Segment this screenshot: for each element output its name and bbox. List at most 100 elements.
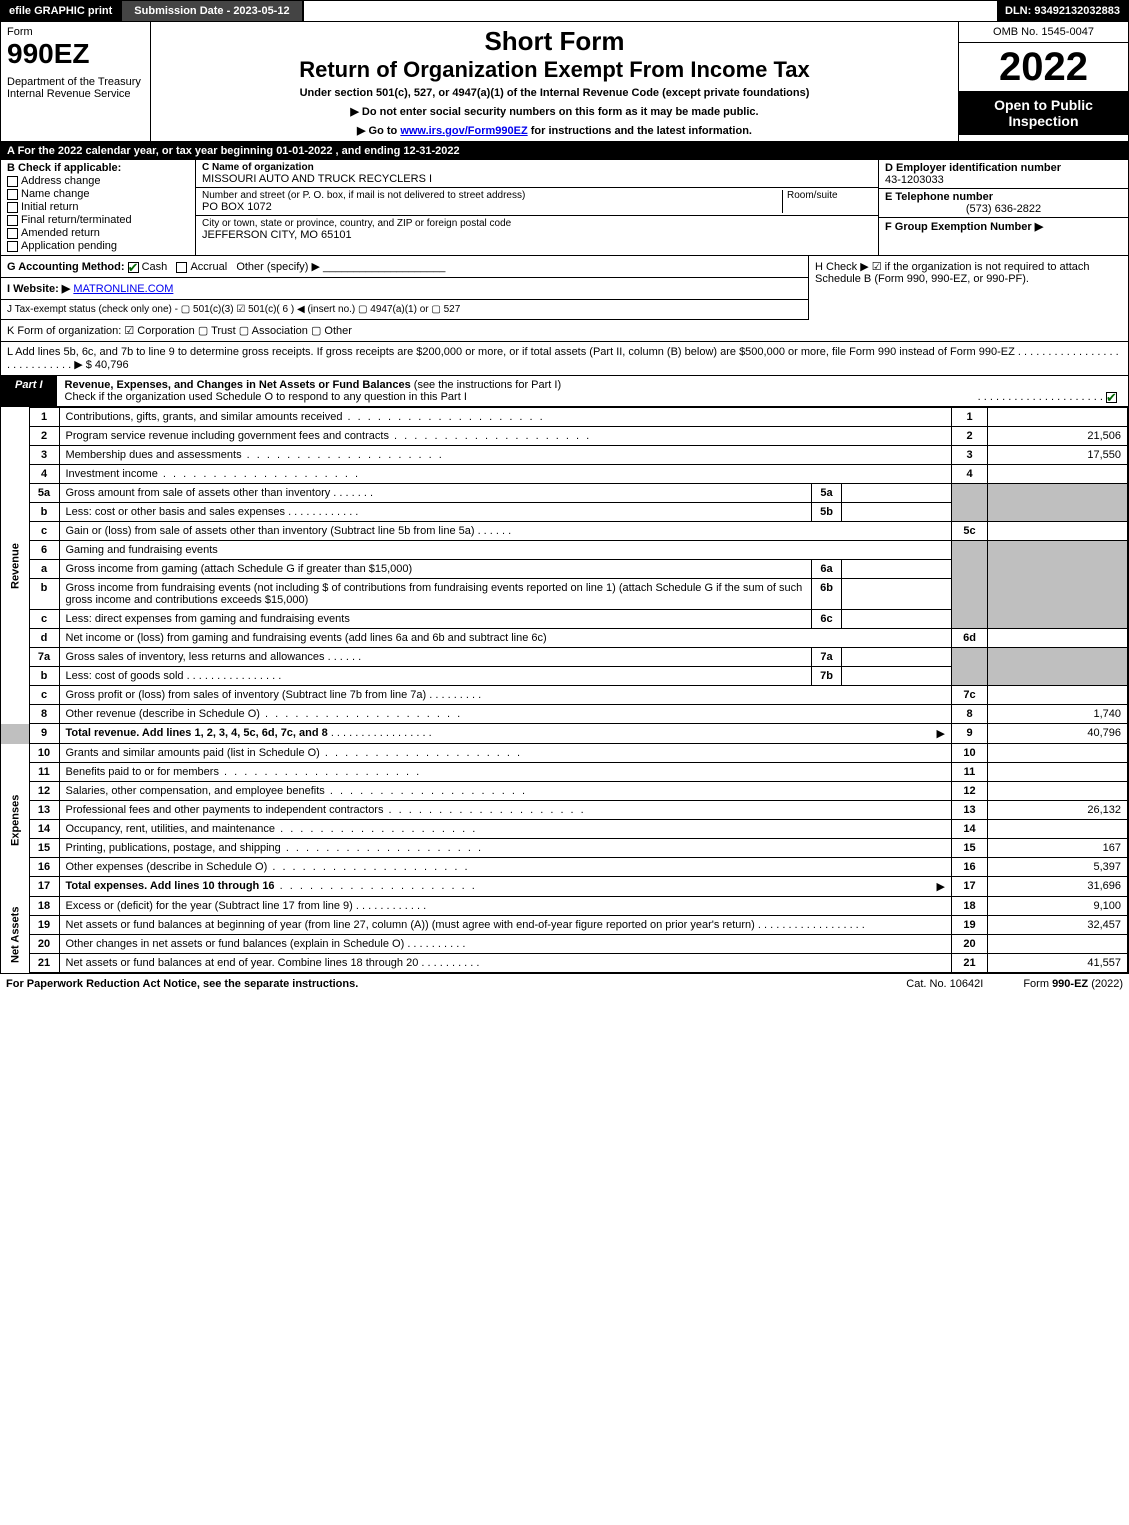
right-num: 15 [952,839,988,858]
desc-text: Professional fees and other payments to … [66,804,384,816]
grey-cell [952,541,988,629]
side-revenue: Revenue [1,408,29,724]
line-desc: Gross income from fundraising events (no… [59,579,812,610]
org-name: MISSOURI AUTO AND TRUCK RECYCLERS I [202,173,872,185]
line-k: K Form of organization: ☑ Corporation ▢ … [1,320,1128,342]
desc-text: Investment income [66,468,158,480]
line-desc: Membership dues and assessments [59,446,952,465]
desc-text: Contributions, gifts, grants, and simila… [66,411,343,423]
desc-text: Excess or (deficit) for the year (Subtra… [66,900,353,912]
line-a: A For the 2022 calendar year, or tax yea… [1,142,1128,160]
chk-name-change[interactable]: Name change [7,188,189,200]
lines-table: Revenue 1 Contributions, gifts, grants, … [1,407,1128,973]
chk-address-change[interactable]: Address change [7,175,189,187]
desc-text: Gain or (loss) from sale of assets other… [66,525,475,537]
line-h: H Check ▶ ☑ if the organization is not r… [808,256,1128,320]
right-num: 3 [952,446,988,465]
dept-treasury: Department of the Treasury [7,76,144,88]
line-desc: Less: direct expenses from gaming and fu… [59,610,812,629]
website-link[interactable]: MATRONLINE.COM [73,283,173,295]
part-i-header: Part I Revenue, Expenses, and Changes in… [1,376,1128,407]
line-num: 6 [29,541,59,560]
chk-label: Name change [21,188,90,200]
line-l: L Add lines 5b, 6c, and 7b to line 9 to … [1,342,1128,376]
chk-initial-return[interactable]: Initial return [7,201,189,213]
right-val [988,782,1128,801]
c-name-label: C Name of organization [202,162,872,173]
side-spacer [1,724,29,744]
line-desc: Total expenses. Add lines 10 through 16▶ [59,877,952,897]
right-val: 31,696 [988,877,1128,897]
row-18: Net Assets 18 Excess or (deficit) for th… [1,897,1128,916]
under-section: Under section 501(c), 527, or 4947(a)(1)… [159,87,950,99]
right-num: 21 [952,954,988,973]
arrow-icon: ▶ [937,880,945,893]
f-group: F Group Exemption Number ▶ [879,218,1128,235]
line-desc: Net income or (loss) from gaming and fun… [59,629,952,648]
e-phone: E Telephone number (573) 636-2822 [879,189,1128,218]
section-c: C Name of organization MISSOURI AUTO AND… [196,160,878,255]
right-num: 11 [952,763,988,782]
mini-val [842,503,952,522]
g-label: G Accounting Method: [7,261,125,273]
form-word: Form [7,26,144,38]
chk-accrual[interactable] [176,262,187,273]
e-label: E Telephone number [885,191,1122,203]
line-num: 19 [29,916,59,935]
row-9: 9 Total revenue. Add lines 1, 2, 3, 4, 5… [1,724,1128,744]
chk-final-return[interactable]: Final return/terminated [7,214,189,226]
street: PO BOX 1072 [202,201,782,213]
form-990ez: efile GRAPHIC print Submission Date - 20… [0,0,1129,974]
city-label: City or town, state or province, country… [202,218,872,229]
row-12: 12 Salaries, other compensation, and emp… [1,782,1128,801]
line-num: 1 [29,408,59,427]
schedule-o-checkbox[interactable] [1106,392,1117,403]
line-num: 3 [29,446,59,465]
right-num: 13 [952,801,988,820]
chk-amended-return[interactable]: Amended return [7,227,189,239]
header-left: Form 990EZ Department of the Treasury In… [1,22,151,141]
other-label: Other (specify) ▶ [236,261,320,273]
desc-text: Grants and similar amounts paid (list in… [66,747,320,759]
line-j: J Tax-exempt status (check only one) - ▢… [1,300,808,320]
goto-link[interactable]: www.irs.gov/Form990EZ [400,125,527,137]
right-num: 12 [952,782,988,801]
c-street-row: Number and street (or P. O. box, if mail… [196,188,878,216]
line-num: 21 [29,954,59,973]
chk-cash[interactable] [128,262,139,273]
right-num: 1 [952,408,988,427]
row-20: 20 Other changes in net assets or fund b… [1,935,1128,954]
omb-number: OMB No. 1545-0047 [959,22,1128,43]
line-desc: Gross profit or (loss) from sales of inv… [59,686,952,705]
mini-num: 6a [812,560,842,579]
desc-text: Gross profit or (loss) from sales of inv… [66,689,427,701]
chk-label: Amended return [21,227,100,239]
line-desc: Other expenses (describe in Schedule O) [59,858,952,877]
accrual-label: Accrual [190,261,227,273]
right-num: 7c [952,686,988,705]
right-val: 40,796 [988,724,1128,744]
row-2: 2 Program service revenue including gove… [1,427,1128,446]
right-val [988,820,1128,839]
right-val: 9,100 [988,897,1128,916]
grey-cell [988,648,1128,686]
line-desc: Professional fees and other payments to … [59,801,952,820]
right-num: 19 [952,916,988,935]
row-7a: 7a Gross sales of inventory, less return… [1,648,1128,667]
right-val [988,408,1128,427]
chk-application-pending[interactable]: Application pending [7,240,189,252]
desc-text: Total revenue. Add lines 1, 2, 3, 4, 5c,… [66,727,328,739]
line-desc: Less: cost or other basis and sales expe… [59,503,812,522]
tax-year: 2022 [959,43,1128,91]
grey-cell [952,484,988,522]
part-i-tag: Part I [1,376,57,406]
desc-text: Less: cost or other basis and sales expe… [66,506,286,518]
mini-num: 6b [812,579,842,610]
line-num: 17 [29,877,59,897]
mini-num: 6c [812,610,842,629]
right-num: 8 [952,705,988,724]
line-num: b [29,579,59,610]
city: JEFFERSON CITY, MO 65101 [202,229,872,241]
right-num: 14 [952,820,988,839]
desc-text: Other revenue (describe in Schedule O) [66,708,260,720]
